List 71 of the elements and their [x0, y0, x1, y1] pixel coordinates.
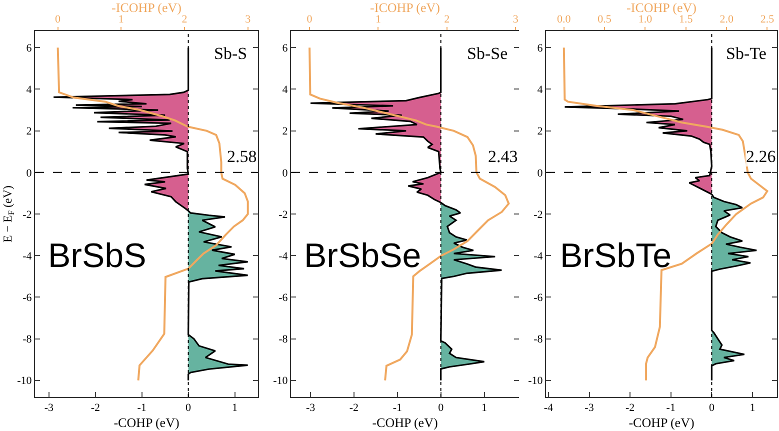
y-tick-label: -2 [278, 208, 288, 221]
x-tick-label: -2 [349, 402, 359, 414]
x2-tick-label: 3 [245, 14, 252, 26]
y-tick-label: 4 [26, 84, 32, 96]
y-tick-label: 2 [26, 126, 32, 138]
y-tick-label: 0 [282, 167, 288, 180]
x-tick-label: -1 [392, 402, 402, 414]
annotation: 2.26 [746, 147, 776, 166]
y-tick-label: -6 [278, 292, 288, 304]
y-tick-label: -4 [534, 250, 544, 262]
x2-tick-label: 1 [375, 14, 381, 26]
x-tick-label: 0 [708, 402, 715, 414]
y-tick-label: 0 [26, 167, 32, 180]
x2-tick-label: 1.5 [679, 14, 694, 26]
y-tick-label: 6 [26, 42, 32, 54]
annotation: 2.58 [227, 147, 257, 166]
x2-tick-label: 0 [306, 14, 313, 26]
y-tick-label: -8 [534, 334, 544, 346]
y-tick-label: -2 [22, 208, 32, 221]
x-tick-label: -1 [666, 402, 676, 414]
x-axis-title: -COHP (eV) [628, 414, 694, 430]
x2-tick-label: 3 [512, 14, 519, 26]
x2-tick-label: 2.5 [760, 14, 775, 26]
y-tick-label: 6 [537, 42, 544, 54]
y-tick-label: -6 [22, 292, 32, 304]
x-tick-label: 1 [482, 402, 488, 414]
annotation: BrSbS [48, 237, 146, 275]
y-tick-label: -10 [17, 375, 32, 388]
y-tick-label: -10 [273, 375, 288, 388]
x-axis-title: -COHP (eV) [114, 414, 180, 430]
x-tick-label: 1 [232, 402, 238, 414]
x-axis-title: -COHP (eV) [372, 414, 438, 430]
annotation: Sb-S [214, 44, 248, 63]
y-tick-label: 4 [537, 84, 544, 96]
y-tick-label: -6 [534, 292, 544, 304]
y-tick-label: -10 [528, 375, 544, 388]
x2-tick-label: 0.0 [557, 14, 572, 26]
y-tick-label: -8 [22, 334, 32, 346]
x2-tick-label: 2.0 [720, 14, 734, 26]
y-tick-label: 6 [282, 42, 288, 54]
x2-tick-label: 2 [444, 14, 450, 26]
x2-tick-label: 0.5 [598, 14, 612, 26]
x-tick-label: -2 [625, 402, 635, 414]
x2-tick-label: 2 [182, 14, 188, 26]
y-tick-label: -4 [22, 250, 32, 262]
x-tick-label: -1 [137, 402, 146, 414]
annotation: Sb-Te [726, 44, 766, 63]
x2-axis-title: -ICOHP (eV) [112, 0, 182, 15]
x-tick-label: -3 [44, 402, 54, 414]
x2-axis-title: -ICOHP (eV) [370, 0, 440, 15]
x2-tick-label: 1 [118, 14, 124, 26]
x-tick-label: 1 [750, 402, 756, 414]
x2-tick-label: 1.0 [638, 14, 653, 26]
y-tick-label: -4 [278, 250, 288, 262]
x2-tick-label: 0 [55, 14, 62, 26]
y-tick-label: -8 [278, 334, 288, 346]
y-tick-label: 2 [282, 126, 288, 138]
y-tick-label: 0 [537, 167, 544, 180]
x-tick-label: 0 [186, 402, 192, 414]
x-tick-label: -3 [584, 402, 594, 414]
y-tick-label: -2 [534, 208, 543, 221]
y-tick-label: 2 [537, 126, 543, 138]
y-tick-label: 4 [282, 84, 288, 96]
annotation: BrSbTe [560, 237, 672, 275]
annotation: 2.43 [488, 147, 518, 166]
x2-axis-title: -ICOHP (eV) [626, 0, 696, 15]
x-tick-label: -3 [306, 402, 316, 414]
annotation: BrSbSe [304, 237, 422, 275]
x-tick-label: -2 [90, 402, 100, 414]
annotation: Sb-Se [467, 44, 508, 63]
x-tick-label: 0 [438, 402, 444, 414]
